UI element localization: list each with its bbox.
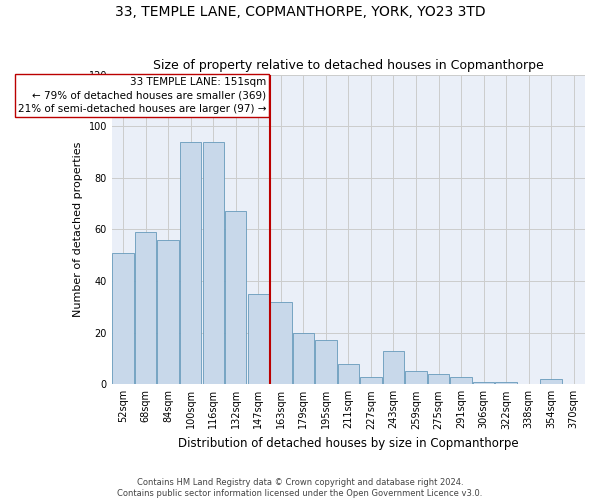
- Text: Contains HM Land Registry data © Crown copyright and database right 2024.
Contai: Contains HM Land Registry data © Crown c…: [118, 478, 482, 498]
- Text: 33 TEMPLE LANE: 151sqm
← 79% of detached houses are smaller (369)
21% of semi-de: 33 TEMPLE LANE: 151sqm ← 79% of detached…: [17, 77, 266, 114]
- Bar: [180, 142, 202, 384]
- Bar: [428, 374, 449, 384]
- Title: Size of property relative to detached houses in Copmanthorpe: Size of property relative to detached ho…: [153, 59, 544, 72]
- X-axis label: Distribution of detached houses by size in Copmanthorpe: Distribution of detached houses by size …: [178, 437, 519, 450]
- Bar: [315, 340, 337, 384]
- Y-axis label: Number of detached properties: Number of detached properties: [73, 142, 83, 317]
- Bar: [270, 302, 292, 384]
- Bar: [406, 372, 427, 384]
- Bar: [225, 212, 247, 384]
- Bar: [112, 252, 134, 384]
- Bar: [293, 332, 314, 384]
- Bar: [451, 376, 472, 384]
- Bar: [496, 382, 517, 384]
- Bar: [338, 364, 359, 384]
- Bar: [383, 350, 404, 384]
- Bar: [473, 382, 494, 384]
- Bar: [203, 142, 224, 384]
- Bar: [248, 294, 269, 384]
- Bar: [541, 379, 562, 384]
- Bar: [135, 232, 157, 384]
- Text: 33, TEMPLE LANE, COPMANTHORPE, YORK, YO23 3TD: 33, TEMPLE LANE, COPMANTHORPE, YORK, YO2…: [115, 5, 485, 19]
- Bar: [157, 240, 179, 384]
- Bar: [360, 376, 382, 384]
